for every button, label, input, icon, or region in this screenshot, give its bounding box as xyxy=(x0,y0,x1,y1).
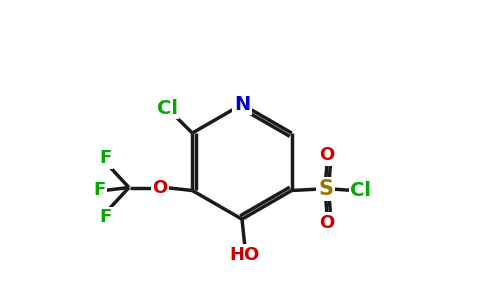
Text: O: O xyxy=(152,178,167,196)
Text: O: O xyxy=(319,146,334,164)
Text: HO: HO xyxy=(230,245,260,263)
Text: F: F xyxy=(99,208,111,226)
Text: F: F xyxy=(93,182,106,200)
Text: F: F xyxy=(99,149,111,167)
Text: Cl: Cl xyxy=(157,98,178,118)
Text: N: N xyxy=(234,95,250,114)
Text: S: S xyxy=(318,179,333,199)
Text: O: O xyxy=(319,214,334,232)
Text: Cl: Cl xyxy=(350,181,371,200)
